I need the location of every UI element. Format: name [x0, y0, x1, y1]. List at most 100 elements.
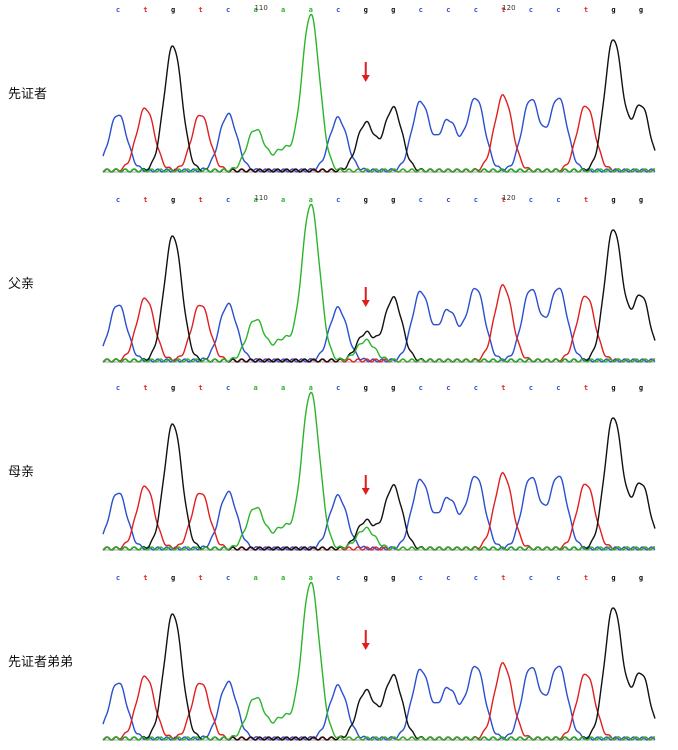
- base-call: c: [474, 384, 478, 392]
- base-call: t: [198, 384, 202, 392]
- base-call: g: [611, 196, 615, 204]
- base-call: a: [309, 384, 313, 392]
- base-call: c: [336, 6, 340, 14]
- base-call: c: [474, 6, 478, 14]
- base-call: c: [474, 574, 478, 582]
- base-call: a: [254, 6, 258, 14]
- base-call: c: [419, 6, 423, 14]
- base-call: c: [226, 6, 230, 14]
- base-call: g: [391, 196, 395, 204]
- base-call: t: [143, 6, 147, 14]
- base-call: g: [391, 6, 395, 14]
- trace-a: [102, 581, 655, 741]
- base-call: c: [529, 196, 533, 204]
- trace-c: [102, 97, 656, 173]
- base-call: t: [143, 196, 147, 204]
- base-call: c: [336, 384, 340, 392]
- position-marker: 120: [502, 4, 515, 12]
- base-call: t: [584, 6, 588, 14]
- trace-c: [102, 665, 656, 741]
- trace-t: [102, 662, 656, 741]
- base-call: c: [226, 574, 230, 582]
- base-call: g: [171, 574, 175, 582]
- panel-brother: 先证者弟弟 c t g t c a a a c g g c c c t c c t g g: [8, 574, 656, 741]
- base-call: c: [446, 196, 450, 204]
- base-call: t: [501, 384, 505, 392]
- base-call: c: [446, 6, 450, 14]
- base-call: c: [116, 384, 120, 392]
- base-call: g: [639, 6, 643, 14]
- trace-t: [102, 472, 656, 551]
- base-call: t: [198, 574, 202, 582]
- panel-label: 父亲: [8, 277, 34, 292]
- base-call: a: [309, 6, 313, 14]
- base-call: c: [556, 6, 560, 14]
- base-call: c: [336, 574, 340, 582]
- base-call: g: [171, 196, 175, 204]
- base-call: g: [611, 6, 615, 14]
- trace-a: [102, 203, 655, 363]
- base-call: a: [254, 196, 258, 204]
- base-call: g: [364, 6, 368, 14]
- base-call: g: [171, 384, 175, 392]
- base-call: t: [584, 384, 588, 392]
- panel-label: 先证者弟弟: [8, 655, 73, 670]
- base-call: g: [364, 196, 368, 204]
- base-call: c: [419, 384, 423, 392]
- base-call: a: [254, 384, 258, 392]
- base-call: a: [281, 574, 285, 582]
- base-call: t: [584, 574, 588, 582]
- base-call: c: [474, 196, 478, 204]
- panel-label: 母亲: [8, 465, 34, 480]
- base-call: a: [281, 6, 285, 14]
- mutation-arrow: [361, 630, 370, 650]
- base-call: c: [419, 574, 423, 582]
- base-call: c: [529, 574, 533, 582]
- base-call: t: [501, 196, 505, 204]
- base-call: t: [584, 196, 588, 204]
- base-call: g: [364, 574, 368, 582]
- base-call: t: [143, 384, 147, 392]
- base-call: c: [446, 384, 450, 392]
- panel-father: 父亲 c t g t c a a a c g g c c c t c c t g g 110 120: [8, 194, 656, 363]
- trace-t: [102, 284, 656, 363]
- trace-a: [102, 391, 655, 551]
- trace-a: [102, 13, 655, 173]
- panel-proband: 先证者 c t g t c a a a c g g c c c t c c t g g 110 120: [8, 4, 656, 173]
- base-call: g: [639, 384, 643, 392]
- base-call: t: [143, 574, 147, 582]
- base-call: c: [556, 574, 560, 582]
- panel-mother: 母亲 c t g t c a a a c g g c c c t c c t g g: [8, 384, 656, 551]
- base-call: c: [529, 384, 533, 392]
- base-call: c: [529, 6, 533, 14]
- base-call: a: [281, 384, 285, 392]
- base-call: t: [501, 574, 505, 582]
- position-marker: 110: [254, 194, 267, 202]
- base-call: g: [611, 384, 615, 392]
- base-call: a: [309, 574, 313, 582]
- base-call: c: [116, 6, 120, 14]
- base-call: c: [419, 196, 423, 204]
- base-call: g: [364, 384, 368, 392]
- base-call: a: [281, 196, 285, 204]
- base-call: c: [226, 196, 230, 204]
- base-call: c: [116, 196, 120, 204]
- base-call: c: [446, 574, 450, 582]
- base-call: a: [254, 574, 258, 582]
- trace-c: [102, 475, 656, 551]
- base-call: t: [198, 196, 202, 204]
- position-marker: 110: [254, 4, 267, 12]
- base-call: g: [639, 574, 643, 582]
- mutation-arrow: [361, 475, 370, 495]
- base-call: g: [611, 574, 615, 582]
- base-call: c: [556, 384, 560, 392]
- base-call: g: [171, 6, 175, 14]
- panels-group: 先证者 c t g t c a a a c g g c c c t c c t g g 110 120 父亲 c t g t c a a a c…: [8, 4, 656, 741]
- mutation-arrow: [361, 287, 370, 307]
- base-call: a: [309, 196, 313, 204]
- base-call: g: [391, 574, 395, 582]
- base-call: t: [198, 6, 202, 14]
- position-marker: 120: [502, 194, 515, 202]
- mutation-arrow: [361, 62, 370, 82]
